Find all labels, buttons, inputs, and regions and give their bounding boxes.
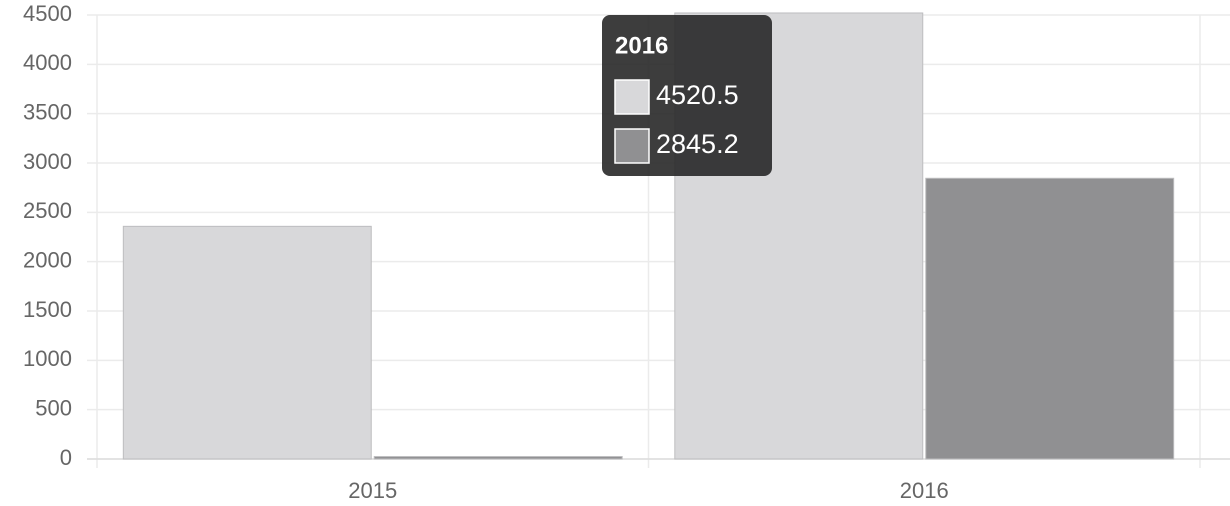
y-tick-label: 2500	[23, 198, 72, 223]
tooltip-value: 4520.5	[656, 80, 739, 110]
y-tick-label: 4000	[23, 50, 72, 75]
x-tick-label: 2016	[900, 478, 949, 503]
bar	[925, 177, 1175, 460]
y-tick-label: 500	[35, 395, 72, 420]
x-tick-label: 2015	[348, 478, 397, 503]
tooltip-title: 2016	[615, 32, 668, 59]
tooltip-swatch	[614, 79, 650, 115]
tooltip: 2016 4520.5 2845.2	[602, 15, 772, 176]
y-tick-label: 1500	[23, 297, 72, 322]
tooltip-swatch	[614, 128, 650, 164]
bar	[122, 225, 372, 460]
y-tick-label: 4500	[23, 1, 72, 26]
bar	[373, 456, 623, 460]
y-tick-label: 1000	[23, 346, 72, 371]
y-tick-label: 3500	[23, 99, 72, 124]
y-tick-label: 0	[60, 445, 72, 470]
y-tick-label: 2000	[23, 247, 72, 272]
tooltip-value: 2845.2	[656, 129, 739, 159]
y-tick-label: 3000	[23, 149, 72, 174]
